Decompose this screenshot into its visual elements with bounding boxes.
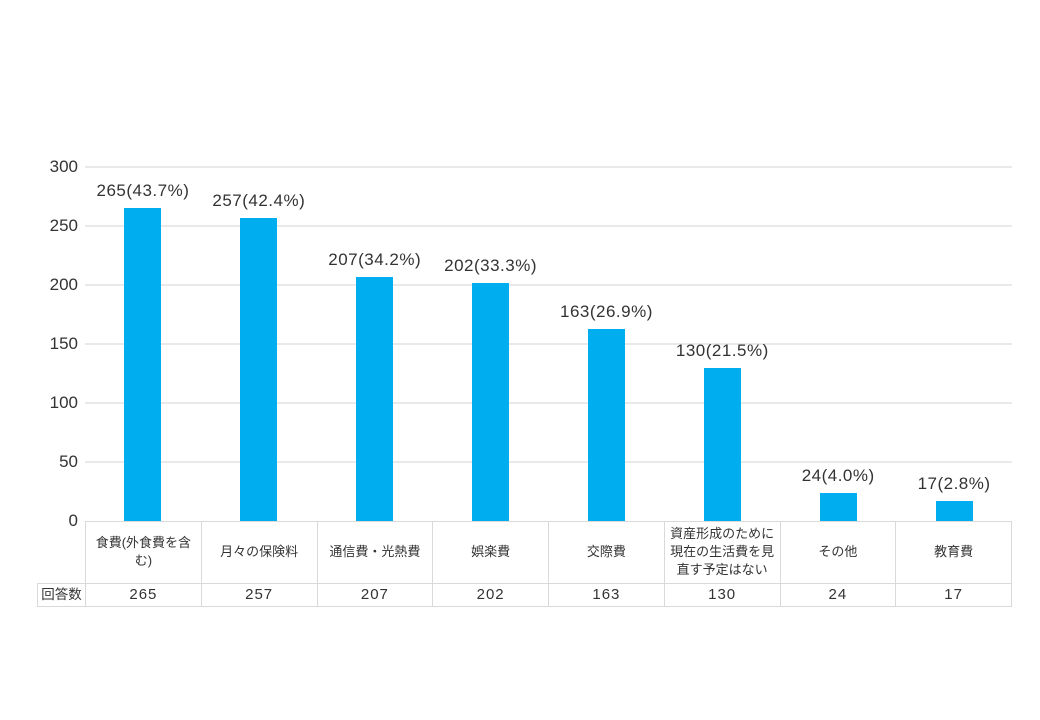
table-value-row: 回答数 265 257 207 202 163 130 24 17 <box>37 582 1012 607</box>
y-axis-tick-label: 0 <box>68 511 78 530</box>
table-header-cell: 月々の保険料 <box>200 521 318 584</box>
gridline <box>85 402 1012 404</box>
bar-5 <box>587 328 625 521</box>
bar-value-label: 265(43.7%) <box>96 181 190 201</box>
table-value-cell: 17 <box>895 582 1012 607</box>
table-value-cell: 130 <box>663 582 781 607</box>
table-header-cell: その他 <box>779 521 897 584</box>
bar-value-label: 207(34.2%) <box>328 249 422 269</box>
bar-6 <box>703 367 741 521</box>
gridline <box>85 166 1012 168</box>
gridline <box>85 343 1012 345</box>
plot-area: 265(43.7%) 257(42.4%) 207(34.2%) 202(33.3%)… <box>85 166 1012 521</box>
table-value-cell: 265 <box>85 582 202 607</box>
y-axis-tick-label: 150 <box>49 334 78 353</box>
bar-7 <box>819 492 857 521</box>
bar-value-label: 257(42.4%) <box>212 190 306 210</box>
table-body: 食費(外食費を含む) 月々の保険料 通信費・光熱費 娯楽費 交際費 資産形成のために現在の… <box>37 521 1012 607</box>
table-value-cell: 207 <box>316 582 434 607</box>
bar-value-label: 163(26.9%) <box>559 301 653 321</box>
gridline <box>85 284 1012 286</box>
bar-2 <box>240 217 278 521</box>
bar-8 <box>935 500 973 521</box>
y-axis-tick-label: 300 <box>49 157 78 176</box>
table-header-cell: 娯楽費 <box>432 521 549 584</box>
table-value-cell: 24 <box>779 582 897 607</box>
y-axis-tick-label: 100 <box>49 393 78 412</box>
bar-4 <box>472 282 510 521</box>
bar-1 <box>124 208 162 521</box>
table-header-cell: 通信費・光熱費 <box>316 521 434 584</box>
table-row-header: 回答数 <box>37 582 86 607</box>
gridline <box>85 225 1012 227</box>
bar-value-label: 24(4.0%) <box>801 465 875 485</box>
table-header-cell: 食費(外食費を含む) <box>85 521 202 584</box>
table-header-cell: 資産形成のために現在の生活費を見直す予定はない <box>663 521 781 584</box>
data-table: 食費(外食費を含む) 月々の保険料 通信費・光熱費 娯楽費 交際費 資産形成のために現在の… <box>37 521 1012 607</box>
table-header-cell: 教育費 <box>895 521 1012 584</box>
y-axis-tick-label: 250 <box>49 216 78 235</box>
bar-value-label: 202(33.3%) <box>444 255 537 275</box>
bar-value-label: 17(2.8%) <box>917 473 991 493</box>
table-header-row: 食費(外食費を含む) 月々の保険料 通信費・光熱費 娯楽費 交際費 資産形成のために現在の… <box>38 521 1012 584</box>
y-axis-tick-label: 50 <box>59 452 78 471</box>
gridline <box>85 461 1012 463</box>
bar-3 <box>356 276 394 521</box>
y-axis-tick-label: 200 <box>49 275 78 294</box>
table-value-cell: 163 <box>548 582 665 607</box>
table-header-cell: 交際費 <box>548 521 665 584</box>
table-value-cell: 257 <box>200 582 318 607</box>
table-value-cell: 202 <box>432 582 549 607</box>
bar-value-label: 130(21.5%) <box>675 340 769 360</box>
